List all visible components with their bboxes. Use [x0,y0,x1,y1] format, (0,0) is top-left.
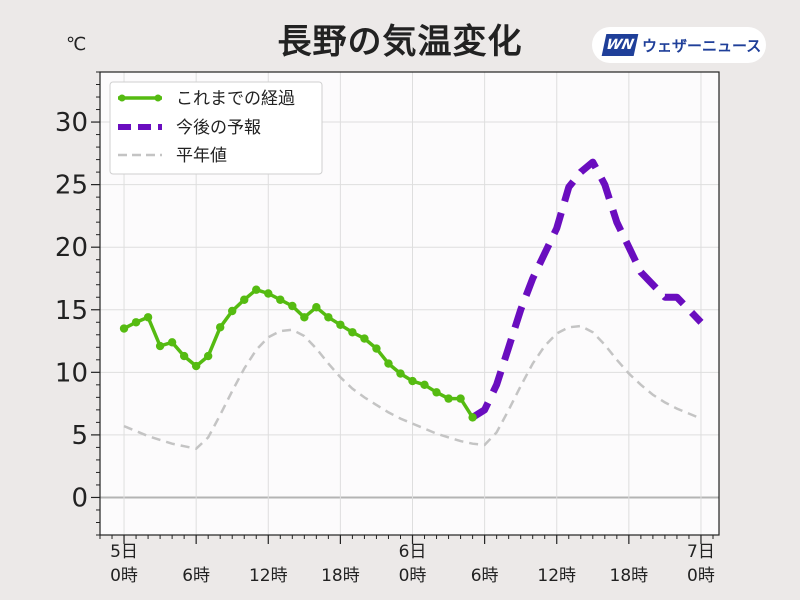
series-observed-point [348,328,357,337]
y-axis-unit: ℃ [66,34,87,55]
series-observed-point [131,318,141,327]
series-observed-point [155,341,165,351]
legend-label-normal: 平年値 [176,146,227,166]
x-tick-label-hour: 12時 [249,566,288,586]
axes: 0 5 10 15 20 25 30 5日 0時 6時 12時 18時 6日 0時 6時 12時 18時 7日 0時 [55,71,720,586]
series-observed-point [420,380,429,390]
y-tick-label: 20 [55,233,88,263]
series-observed-point [324,313,333,322]
series-observed-point [456,394,465,403]
x-tick-label-hour: 18時 [610,566,649,586]
logo-text: ウェザーニュース [642,36,762,55]
series-observed-point [432,388,441,397]
series-observed-point [300,313,309,322]
series-observed-point [203,351,213,361]
x-tick-label-hour: 6時 [471,566,499,586]
chart-title: 長野の気温変化 [277,22,523,62]
series-observed-point [228,306,237,316]
legend-box [109,81,323,175]
plot-frame [99,71,720,536]
legend: これまでの経過 今後の予報 平年値 [109,81,323,175]
y-tick-label: 30 [55,108,88,138]
series-observed-point [252,285,261,294]
y-tick-label: 0 [71,483,88,513]
x-tick-label-hour: 12時 [537,566,576,586]
series-observed-point [276,295,285,304]
legend-marker-observed [118,94,126,102]
series-observed-point [312,303,321,312]
x-tick-label-day: 6日 [399,542,427,562]
series-observed-point [468,413,477,422]
series-observed-point [396,369,405,378]
series-observed-point [191,361,201,371]
series-observed-point [372,344,381,353]
legend-marker-observed [154,94,162,102]
legend-label-observed: これまでの経過 [176,89,295,109]
x-tick-label-hour: 18時 [321,566,360,586]
series-observed-point [444,394,453,403]
y-tick-label: 5 [71,421,88,451]
x-tick-label-day: 5日 [110,542,138,562]
series-observed-point [119,324,129,333]
x-tick-label-hour: 6時 [182,566,210,586]
y-tick-label: 25 [55,171,88,201]
series-observed-point [215,323,225,332]
series [119,158,704,451]
series-observed-point [264,289,273,298]
x-tick-label-hour: 0時 [399,566,427,586]
series-observed-point [360,334,369,343]
series-observed-point [240,295,249,304]
series-observed-point [336,320,345,329]
y-tick-label: 10 [55,358,88,388]
x-tick-label-day: 7日 [687,542,715,562]
series-observed-point [408,376,417,386]
x-tick-label-hour: 0時 [110,566,138,586]
legend-label-forecast: 今後の予報 [176,118,261,138]
series-observed-point [167,338,177,347]
series-forecast-line [470,158,704,421]
y-tick-label: 15 [55,296,88,326]
x-tick-label-hour: 0時 [687,566,715,586]
series-observed-point [143,313,153,322]
weathernews-logo: WN ウェザーニュース [592,27,766,63]
series-observed-point [179,351,189,361]
grid [100,72,719,535]
series-observed-point [384,359,393,368]
series-observed-point [288,301,297,311]
